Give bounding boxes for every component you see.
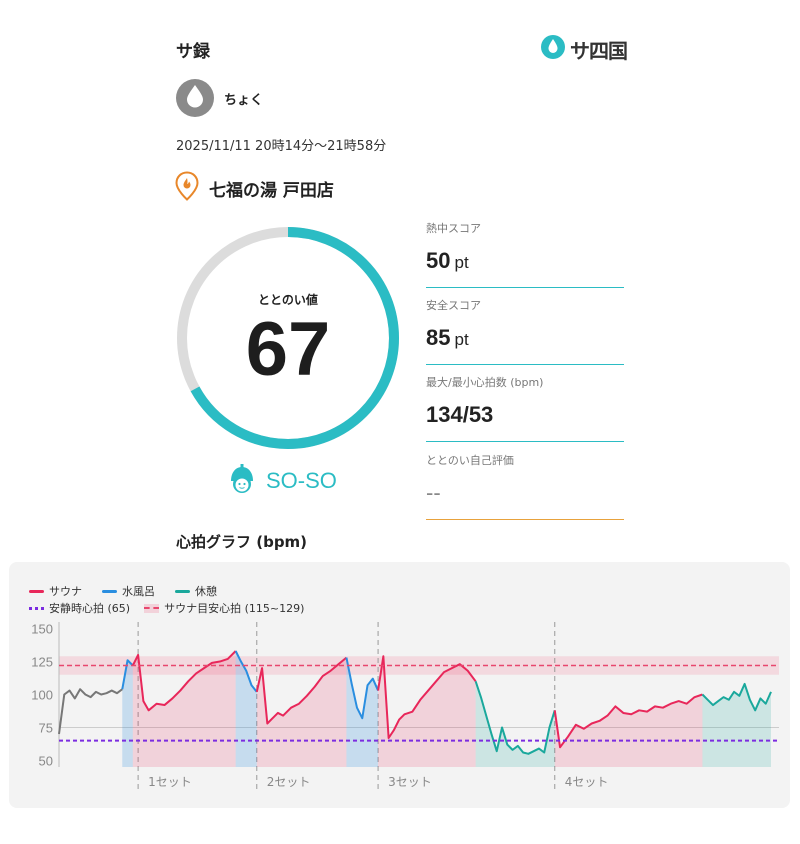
user-name: ちょく: [224, 92, 264, 108]
water-area: [235, 651, 257, 767]
rest-line: [474, 681, 556, 755]
set-label: 3セット: [388, 775, 432, 789]
legend-target-hr: サウナ目安心拍 (115~129): [144, 600, 304, 616]
set-label: 2セット: [267, 775, 311, 789]
location-pin-icon: [175, 171, 199, 205]
sauna-line: [255, 656, 348, 725]
y-tick-label: 50: [39, 753, 53, 768]
metric-value: 134/53: [426, 402, 624, 442]
logo-text: サ四国: [570, 38, 628, 63]
y-tick-label: 100: [31, 688, 53, 703]
status-text: SO-SO: [266, 468, 337, 493]
metric-safety-score: 安全スコア 85 pt: [426, 297, 624, 365]
sauna-area: [554, 694, 703, 767]
legend-row-phases: サウナ 水風呂 休憩: [29, 583, 217, 599]
app-logo: サ四国: [540, 34, 628, 64]
avatar: [176, 79, 214, 117]
pre-line: [58, 688, 123, 735]
sauna-line: [377, 655, 477, 739]
gauge-fill: [177, 227, 399, 449]
status-indicator: SO-SO: [228, 464, 337, 498]
user-profile[interactable]: ちょく: [176, 79, 263, 117]
metric-value: 50 pt: [426, 248, 624, 288]
water-line: [345, 657, 379, 720]
legend-swatch: [29, 606, 44, 610]
heart-rate-chart: 150 125 100 75 50 1セット 2セット 3セット 4セット: [31, 622, 779, 792]
sauna-line: [553, 693, 703, 749]
mascot-icon: [228, 464, 256, 498]
metric-heart-rate: 最大/最小心拍数 (bpm) 134/53: [426, 374, 624, 442]
sauna-area: [378, 656, 476, 767]
metric-label: ととのい自己評価: [426, 454, 514, 467]
drop-avatar-icon: [185, 84, 205, 112]
heart-rate-card: サウナ 水風呂 休憩 安静時心拍 (65) サウナ目安心拍 (115~129): [9, 562, 790, 808]
y-tick-label: 125: [31, 655, 53, 670]
sauna-area: [132, 651, 236, 767]
legend-swatch: [29, 589, 44, 593]
metric-label: 最大/最小心拍数 (bpm): [426, 376, 544, 389]
legend-water: 水風呂: [102, 583, 155, 599]
rest-area: [475, 681, 555, 767]
set-label: 4セット: [565, 775, 609, 789]
y-tick-label: 75: [39, 720, 53, 735]
graph-title: 心拍グラフ (bpm): [176, 533, 308, 551]
legend-swatch: [175, 589, 190, 593]
gauge-value: 67: [245, 307, 331, 392]
metric-label: 安全スコア: [426, 299, 481, 312]
rest-line: [701, 682, 772, 712]
facility-name: 七福の湯 戸田店: [209, 180, 334, 201]
app-title: サ録: [176, 42, 210, 62]
totonoi-gauge: [177, 227, 399, 449]
metric-value: 85 pt: [426, 325, 624, 365]
set-label: 1セット: [148, 775, 192, 789]
sauna-line: [131, 650, 237, 712]
metric-self-rating[interactable]: ととのい自己評価 --: [426, 452, 624, 520]
metric-heat-score: 熱中スコア 50 pt: [426, 220, 624, 288]
facility-link[interactable]: 七福の湯 戸田店: [175, 171, 334, 205]
self-rating-value[interactable]: --: [426, 480, 624, 520]
drop-logo-icon: [540, 34, 566, 64]
legend-resting-hr: 安静時心拍 (65): [29, 600, 130, 616]
metric-label: 熱中スコア: [426, 222, 481, 235]
legend-row-lines: 安静時心拍 (65) サウナ目安心拍 (115~129): [29, 600, 304, 616]
session-datetime: 2025/11/11 20時14分～21時58分: [176, 139, 387, 154]
rest-area: [702, 683, 771, 767]
legend-rest: 休憩: [175, 583, 217, 599]
legend-sauna: サウナ: [29, 583, 82, 599]
legend-swatch: [144, 603, 160, 613]
y-tick-label: 150: [31, 622, 53, 637]
gauge-label: ととのい値: [258, 293, 318, 307]
water-line: [121, 659, 134, 690]
water-line: [234, 650, 258, 693]
legend-swatch: [102, 589, 117, 593]
